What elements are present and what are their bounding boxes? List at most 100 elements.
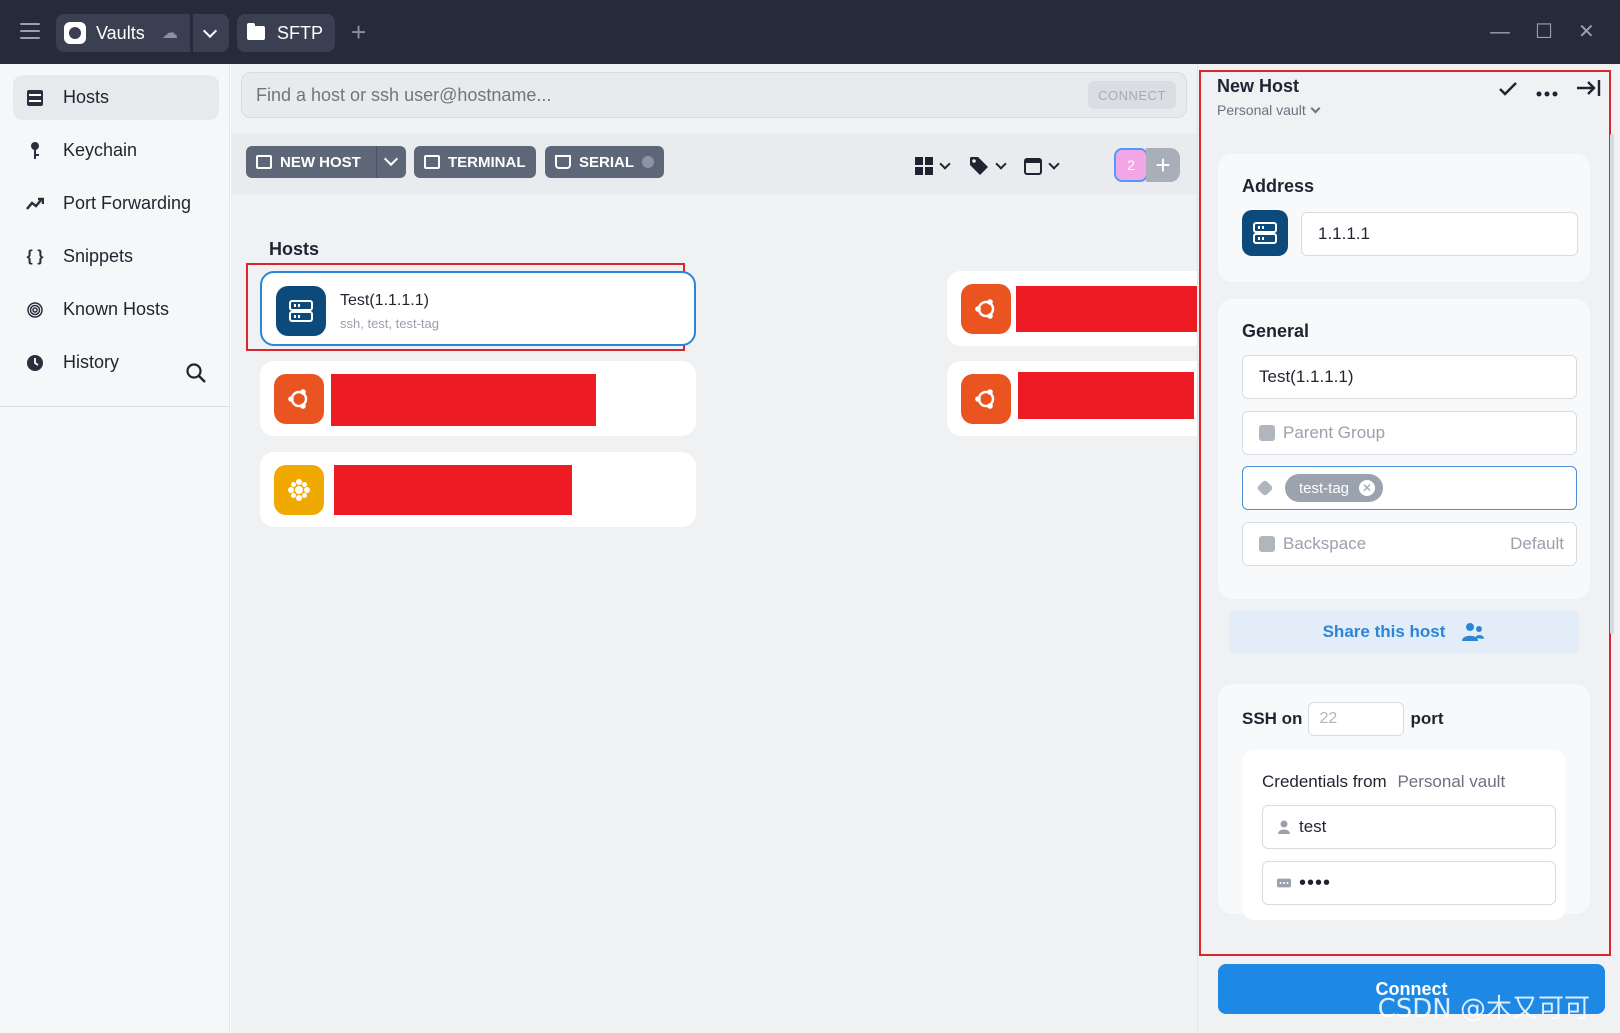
ubuntu-avatar <box>274 374 324 424</box>
server-avatar <box>276 286 326 336</box>
grid-view-toggle[interactable] <box>915 156 951 176</box>
server-icon <box>1253 222 1277 244</box>
search-input[interactable] <box>256 73 1056 117</box>
parent-group-placeholder: Parent Group <box>1283 423 1386 442</box>
sort-button[interactable] <box>1024 156 1060 176</box>
calendar-icon <box>1024 158 1042 175</box>
share-host-button[interactable]: Share this host <box>1229 610 1579 654</box>
sidebar-item-snippets[interactable]: { } Snippets <box>13 234 219 279</box>
tag-filter-button[interactable] <box>969 156 1007 176</box>
minimize-button[interactable]: — <box>1490 21 1510 43</box>
menu-icon[interactable] <box>16 18 44 46</box>
host-avatar-button[interactable] <box>1242 210 1288 256</box>
sftp-tab-label: SFTP <box>277 22 324 43</box>
cloud-off-icon: ☁ <box>162 25 178 42</box>
host-tags: ssh, test, test-tag <box>340 316 439 331</box>
username-field[interactable]: test <box>1262 805 1556 849</box>
os-avatar <box>274 465 324 515</box>
panel-scrollbar[interactable] <box>1610 134 1614 634</box>
ssh-section: SSH on 22 port Credentials from Personal… <box>1218 684 1590 920</box>
share-host-label: Share this host <box>1322 622 1446 641</box>
ubuntu-avatar <box>961 284 1011 334</box>
more-options-button[interactable] <box>1536 78 1558 102</box>
quick-connect-button[interactable]: CONNECT <box>1088 81 1176 109</box>
sidebar-item-port-forwarding[interactable]: Port Forwarding <box>13 181 219 226</box>
password-field[interactable]: •••• <box>1262 861 1556 905</box>
backspace-value: Default <box>1510 534 1564 553</box>
host-card[interactable]: Test(1.1.1.1) ssh, test, test-tag <box>260 271 696 346</box>
save-button[interactable] <box>1498 78 1518 102</box>
new-tab-button[interactable]: + <box>351 17 367 47</box>
port-label: port <box>1410 709 1444 728</box>
user-avatar-badge[interactable]: 2 <box>1114 148 1148 182</box>
clock-icon <box>25 353 45 373</box>
sidebar-item-label: Port Forwarding <box>63 193 192 213</box>
credentials-title: Credentials from Personal vault <box>1262 772 1505 792</box>
label-field[interactable]: Test(1.1.1.1) <box>1242 355 1577 399</box>
username-value: test <box>1299 817 1327 836</box>
new-host-label: NEW HOST <box>280 153 361 171</box>
folder-icon <box>247 23 265 40</box>
terminal-button[interactable]: TERMINAL <box>414 146 536 178</box>
fingerprint-icon <box>25 300 45 320</box>
terminal-label: TERMINAL <box>448 153 526 171</box>
connect-button[interactable]: Connect <box>1218 964 1605 1014</box>
host-card[interactable] <box>260 452 696 527</box>
watermark: CSDN @木又可可 <box>1377 994 1590 1024</box>
backspace-icon <box>1259 536 1275 552</box>
serial-button[interactable]: SERIAL <box>545 146 665 178</box>
credentials-vault-link[interactable]: Personal vault <box>1397 772 1506 791</box>
parent-group-field[interactable]: Parent Group <box>1242 411 1577 455</box>
grid-icon <box>915 157 933 175</box>
backspace-field[interactable]: Backspace Default <box>1242 522 1577 566</box>
collapse-panel-button[interactable] <box>1576 78 1602 103</box>
check-icon <box>1499 82 1517 96</box>
vaults-tab[interactable]: Vaults ☁ <box>56 14 190 52</box>
address-section: Address 1.1.1.1 <box>1218 154 1590 282</box>
ubuntu-icon <box>961 284 1011 334</box>
tag-icon <box>970 157 988 175</box>
more-icon <box>1536 91 1558 97</box>
sidebar-item-keychain[interactable]: Keychain <box>13 128 219 173</box>
sidebar-item-known-hosts[interactable]: Known Hosts <box>13 287 219 332</box>
sidebar-item-history[interactable]: History <box>13 340 219 385</box>
vault-icon <box>64 22 86 44</box>
tags-field[interactable]: test-tag ✕ <box>1242 466 1577 510</box>
sidebar-item-hosts[interactable]: Hosts <box>13 75 219 120</box>
port-forwarding-icon <box>25 194 45 214</box>
hosts-toolbar: NEW HOST TERMINAL SERIAL 2 + <box>231 134 1197 194</box>
address-field[interactable]: 1.1.1.1 <box>1301 212 1578 256</box>
sidebar-item-label: Known Hosts <box>63 299 170 319</box>
vaults-tab-label: Vaults <box>96 22 145 43</box>
maximize-button[interactable]: ☐ <box>1535 21 1553 43</box>
braces-icon: { } <box>26 247 44 265</box>
host-card[interactable] <box>260 361 696 436</box>
search-icon[interactable] <box>185 362 207 384</box>
remove-tag-icon[interactable]: ✕ <box>1359 480 1376 496</box>
key-icon <box>25 141 45 161</box>
vaults-dropdown-button[interactable] <box>193 14 229 52</box>
add-member-button[interactable]: + <box>1146 148 1180 182</box>
group-icon <box>1259 425 1275 441</box>
tag-icon <box>1256 479 1274 497</box>
new-host-dropdown-button[interactable] <box>376 146 406 178</box>
sftp-tab[interactable]: SFTP <box>237 14 335 52</box>
sidebar-item-label: Snippets <box>63 246 134 266</box>
backspace-label: Backspace <box>1283 534 1367 553</box>
password-value: •••• <box>1299 871 1332 894</box>
sidebar-item-label: Keychain <box>63 140 138 160</box>
close-button[interactable]: ✕ <box>1578 21 1595 43</box>
ssh-port-row: SSH on 22 port <box>1242 702 1444 736</box>
hosts-section-title: Hosts <box>269 239 320 259</box>
vault-selector[interactable]: Personal vault <box>1217 102 1321 118</box>
credentials-card: Credentials from Personal vault test •••… <box>1242 750 1566 920</box>
new-host-button[interactable]: NEW HOST <box>246 146 376 178</box>
ubuntu-avatar <box>961 374 1011 424</box>
search-bar: CONNECT <box>241 72 1187 118</box>
panel-title: New Host <box>1217 76 1300 96</box>
chevron-down-icon <box>995 157 1007 170</box>
sidebar-item-label: Hosts <box>63 87 110 107</box>
tag-chip[interactable]: test-tag ✕ <box>1285 474 1384 502</box>
title-bar: Vaults ☁ SFTP + — ☐ ✕ <box>0 0 1620 64</box>
port-field[interactable]: 22 <box>1308 702 1405 736</box>
